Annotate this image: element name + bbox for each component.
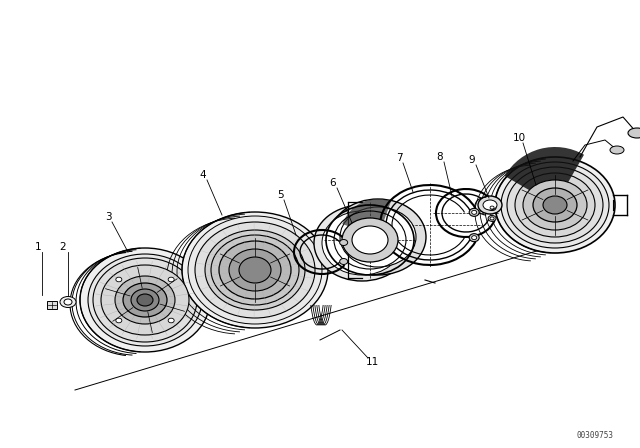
Text: 1: 1 (35, 242, 42, 252)
Text: 7: 7 (396, 153, 403, 163)
Ellipse shape (219, 241, 291, 299)
Ellipse shape (515, 173, 595, 237)
Ellipse shape (340, 240, 348, 246)
Ellipse shape (330, 199, 426, 275)
Ellipse shape (495, 157, 615, 253)
Ellipse shape (116, 277, 122, 282)
Ellipse shape (340, 258, 348, 264)
Ellipse shape (229, 249, 281, 291)
Ellipse shape (93, 258, 197, 342)
Ellipse shape (137, 294, 153, 306)
Ellipse shape (352, 226, 388, 254)
Ellipse shape (322, 211, 402, 275)
Text: 5: 5 (276, 190, 284, 200)
Ellipse shape (488, 205, 496, 211)
Ellipse shape (507, 167, 603, 243)
Ellipse shape (472, 211, 477, 214)
Ellipse shape (488, 215, 496, 221)
Ellipse shape (342, 218, 398, 262)
Ellipse shape (533, 188, 577, 222)
Text: 3: 3 (105, 212, 111, 222)
Ellipse shape (188, 216, 322, 324)
Ellipse shape (80, 248, 210, 352)
Text: 9: 9 (468, 155, 476, 165)
Ellipse shape (60, 297, 76, 307)
Ellipse shape (469, 234, 479, 241)
Ellipse shape (490, 217, 494, 220)
Ellipse shape (101, 265, 189, 335)
Ellipse shape (501, 162, 609, 248)
Text: 8: 8 (436, 152, 444, 162)
Ellipse shape (610, 146, 624, 154)
Ellipse shape (314, 205, 410, 281)
Ellipse shape (490, 206, 494, 209)
Ellipse shape (168, 277, 174, 282)
Ellipse shape (472, 236, 477, 240)
Ellipse shape (523, 180, 587, 230)
Ellipse shape (64, 299, 72, 305)
FancyBboxPatch shape (47, 301, 57, 309)
Ellipse shape (483, 200, 497, 210)
Text: 00309753: 00309753 (577, 431, 614, 439)
Ellipse shape (543, 196, 567, 214)
Text: 2: 2 (60, 242, 67, 252)
Ellipse shape (195, 222, 315, 318)
Text: 10: 10 (513, 133, 525, 143)
Ellipse shape (168, 318, 174, 323)
Ellipse shape (469, 208, 479, 216)
Text: 6: 6 (330, 178, 336, 188)
Ellipse shape (628, 128, 640, 138)
Text: 4: 4 (200, 170, 206, 180)
Wedge shape (505, 147, 584, 205)
Ellipse shape (123, 283, 167, 317)
Ellipse shape (205, 230, 305, 310)
Ellipse shape (478, 196, 502, 214)
Text: 11: 11 (365, 357, 379, 367)
Ellipse shape (182, 212, 328, 328)
Wedge shape (342, 199, 391, 237)
Ellipse shape (340, 207, 416, 267)
Ellipse shape (116, 318, 122, 323)
Ellipse shape (131, 289, 159, 311)
Ellipse shape (88, 254, 202, 346)
Ellipse shape (239, 257, 271, 283)
Ellipse shape (115, 276, 175, 324)
Ellipse shape (211, 235, 299, 305)
